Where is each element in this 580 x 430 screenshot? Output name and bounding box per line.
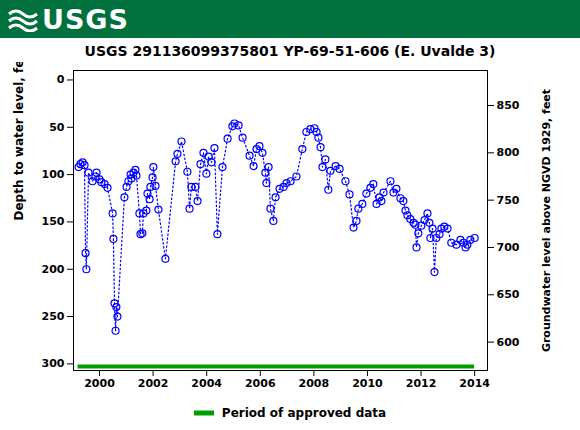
html-text:USGS: USGS: [42, 3, 129, 35]
svg-text:750: 750: [497, 194, 520, 207]
svg-text:600: 600: [497, 336, 520, 349]
svg-text:100: 100: [42, 168, 65, 181]
svg-text:0: 0: [57, 73, 65, 86]
svg-text:2008: 2008: [299, 377, 330, 390]
svg-text:150: 150: [42, 215, 65, 228]
svg-text:800: 800: [497, 146, 520, 159]
svg-text:300: 300: [42, 357, 65, 370]
svg-text:850: 850: [497, 99, 520, 112]
svg-text:2014: 2014: [459, 377, 490, 390]
svg-text:2002: 2002: [138, 377, 169, 390]
svg-text:650: 650: [497, 288, 520, 301]
svg-text:Groundwater level above NGVD 1: Groundwater level above NGVD 1929, feet: [540, 89, 553, 352]
svg-text:2010: 2010: [352, 377, 383, 390]
svg-text:700: 700: [497, 241, 520, 254]
svg-text:Depth to water level, feet bel: Depth to water level, feet below land su…: [12, 62, 26, 221]
svg-text:200: 200: [42, 263, 65, 276]
html-text:Period of approved data: Period of approved data: [221, 406, 387, 420]
svg-text:2006: 2006: [245, 377, 276, 390]
svg-text:2012: 2012: [406, 377, 437, 390]
svg-text:2000: 2000: [84, 377, 115, 390]
svg-text:50: 50: [49, 121, 65, 134]
svg-text:250: 250: [42, 310, 65, 323]
svg-text:2004: 2004: [191, 377, 222, 390]
html-text:USGS 291136099375801 YP-69-51-: USGS 291136099375801 YP-69-51-606 (E. Uv…: [84, 43, 496, 59]
